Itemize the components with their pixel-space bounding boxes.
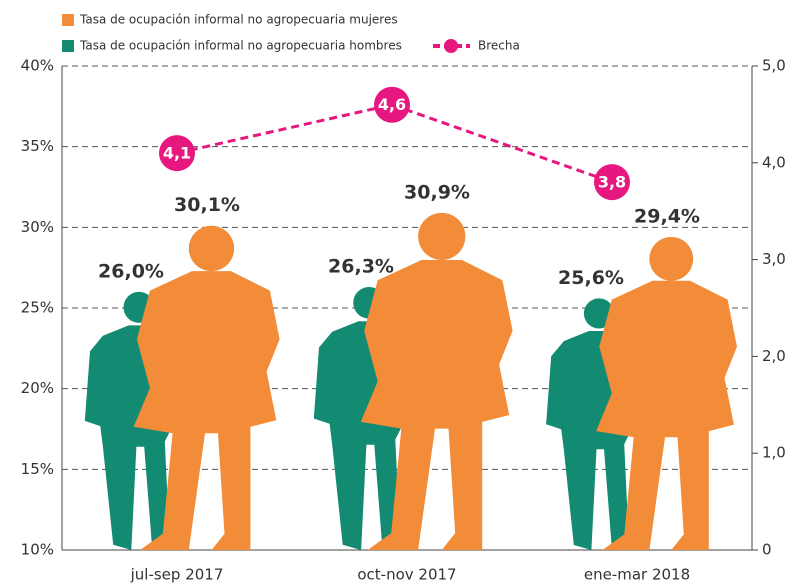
value-label: 26,3% <box>328 256 394 278</box>
y-tick-label: 35% <box>21 137 54 155</box>
x-tick-label: oct-nov 2017 <box>357 566 456 584</box>
y-tick-label: 20% <box>21 379 54 397</box>
y-tick-label: 30% <box>21 218 54 236</box>
legend-swatch <box>62 14 74 26</box>
legend-label: Tasa de ocupación informal no agropecuar… <box>79 13 398 27</box>
value-label: 30,9% <box>404 181 470 203</box>
legend-swatch <box>62 40 74 52</box>
brecha-label: 4,6 <box>378 95 406 114</box>
x-tick-label: ene-mar 2018 <box>584 566 690 584</box>
chart: 10% 15% 20% 25% 30% 35% 40% 0 1,0 2,0 3,0 4,0 5,0 jul… <box>0 0 799 585</box>
y2-tick-label: 5,0 <box>762 57 786 75</box>
y-tick-label: 25% <box>21 299 54 317</box>
value-label: 29,4% <box>634 206 700 228</box>
y2-tick-label: 0 <box>762 541 772 559</box>
brecha-label: 3,8 <box>598 173 626 192</box>
legend-swatch <box>444 39 458 53</box>
y2-tick-label: 3,0 <box>762 250 786 268</box>
value-label: 25,6% <box>558 267 624 289</box>
y2-tick-label: 2,0 <box>762 347 786 365</box>
legend-label: Brecha <box>478 39 520 53</box>
x-tick-label: jul-sep 2017 <box>130 566 224 584</box>
y2-tick-label: 1,0 <box>762 444 786 462</box>
brecha-label: 4,1 <box>163 144 191 163</box>
value-label: 30,1% <box>174 194 240 216</box>
legend-label: Tasa de ocupación informal no agropecuar… <box>79 39 402 53</box>
y2-tick-label: 4,0 <box>762 153 786 171</box>
y-tick-label: 15% <box>21 460 54 478</box>
y-tick-label: 40% <box>21 57 54 75</box>
value-label: 26,0% <box>98 260 164 282</box>
y-tick-label: 10% <box>21 541 54 559</box>
